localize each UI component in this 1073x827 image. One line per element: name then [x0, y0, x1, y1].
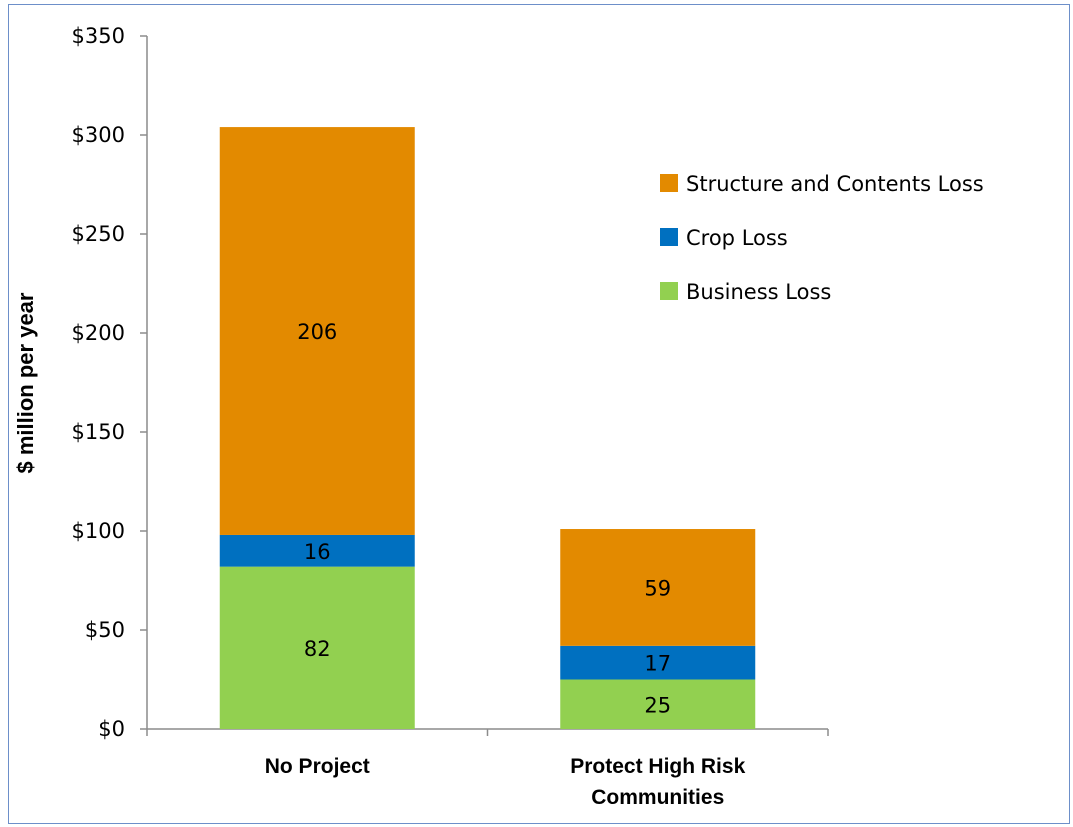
bar-segment-structure-and-contents-loss: [560, 529, 756, 646]
legend-swatch: [660, 174, 678, 192]
y-tick-label: $300: [72, 123, 125, 147]
bars: [219, 127, 756, 729]
legend-swatch: [660, 282, 678, 300]
y-tick-label: $250: [72, 222, 125, 246]
data-label: 16: [304, 540, 331, 564]
y-axis-title: $ million per year: [13, 292, 38, 473]
bar-segment-business-loss: [560, 679, 756, 729]
y-tick-label: $50: [85, 618, 125, 642]
bar-segment-business-loss: [219, 566, 415, 729]
data-label: 17: [644, 652, 671, 676]
legend-swatch: [660, 228, 678, 246]
bar-segment-crop-loss: [560, 645, 756, 680]
data-label: 25: [644, 693, 671, 717]
bar-segment-structure-and-contents-loss: [219, 127, 415, 535]
data-label: 59: [644, 576, 671, 600]
x-category-label: Protect High Risk: [570, 755, 745, 778]
legend-entry-label: Crop Loss: [686, 226, 788, 250]
axes: $0 $50 $100 $150 $200 $250 $300 $350 $ million p…: [13, 24, 829, 741]
y-tick-label: $200: [72, 321, 125, 345]
y-tick-label: $350: [72, 24, 125, 48]
legend: Structure and Contents Loss Crop Loss Busi…: [660, 172, 984, 304]
y-tick-label: $0: [98, 717, 125, 741]
y-tick-label: $150: [72, 420, 125, 444]
legend-entry-label: Structure and Contents Loss: [686, 172, 984, 196]
x-category-label: Communities: [591, 786, 724, 809]
legend-entry-label: Business Loss: [686, 280, 831, 304]
y-tick-label: $100: [72, 519, 125, 543]
bar-segment-crop-loss: [219, 534, 415, 567]
x-category-label: No Project: [265, 755, 370, 778]
data-label: 206: [297, 320, 337, 344]
chart-frame: [8, 4, 1070, 824]
data-label: 82: [304, 637, 331, 661]
labels: 82 16 206 No Project 25 17 59 Protect High Risk…: [265, 320, 746, 809]
